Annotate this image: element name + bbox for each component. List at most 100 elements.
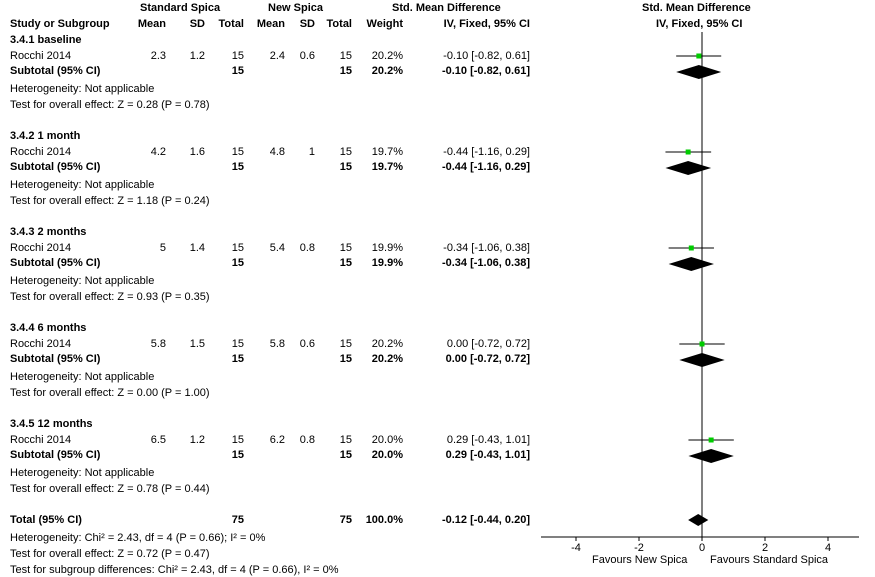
total-n2: 75 — [339, 514, 352, 526]
subtotal-ci: 0.00 [-0.72, 0.72] — [445, 353, 530, 365]
study-mean1: 5 — [159, 242, 166, 254]
subtotal-ci: -0.34 [-1.06, 0.38] — [441, 257, 530, 269]
subgroup-title: 3.4.5 12 months — [10, 418, 93, 430]
study-mean1: 4.2 — [150, 146, 166, 158]
subgroup-title: 3.4.1 baseline — [10, 34, 82, 46]
subtotal-n1: 15 — [231, 449, 244, 461]
col-weight: Weight — [366, 18, 403, 30]
study-total1: 15 — [231, 242, 244, 254]
study-ci: -0.34 [-1.06, 0.38] — [443, 242, 530, 254]
subtotal-weight: 19.7% — [371, 161, 403, 173]
subtotal-diamond — [668, 257, 714, 271]
subtotal-n2: 15 — [339, 65, 352, 77]
col-total1: Total — [218, 18, 244, 30]
subtotal-n2: 15 — [339, 161, 352, 173]
study-sd1: 1.5 — [189, 338, 205, 350]
subtotal-label: Subtotal (95% CI) — [10, 257, 101, 269]
subtotal-n2: 15 — [339, 353, 352, 365]
subtotal-n1: 15 — [231, 65, 244, 77]
study-sd1: 1.4 — [189, 242, 205, 254]
study-total1: 15 — [231, 338, 244, 350]
subtotal-n2: 15 — [339, 257, 352, 269]
total-diamond — [688, 514, 709, 526]
study-weight: 20.0% — [371, 434, 403, 446]
favours-left-label: Favours New Spica — [592, 554, 688, 566]
overall-effect-text: Test for overall effect: Z = 0.00 (P = 1… — [10, 387, 210, 399]
subtotal-label: Subtotal (95% CI) — [10, 161, 101, 173]
study-mean2: 6.2 — [269, 434, 285, 446]
col-sd2: SD — [299, 18, 315, 30]
study-marker — [699, 341, 705, 347]
study-marker — [688, 245, 694, 251]
study-mean1: 6.5 — [150, 434, 166, 446]
subtotal-weight: 19.9% — [371, 257, 403, 269]
study-weight: 20.2% — [371, 338, 403, 350]
subgroup-title: 3.4.4 6 months — [10, 322, 87, 334]
study-total2: 15 — [339, 338, 352, 350]
subgroup-differences: Test for subgroup differences: Chi² = 2.… — [10, 564, 339, 576]
study-total1: 15 — [231, 434, 244, 446]
study-sd2: 0.8 — [299, 434, 315, 446]
study-weight: 19.7% — [371, 146, 403, 158]
overall-effect-text: Test for overall effect: Z = 1.18 (P = 0… — [10, 195, 210, 207]
col-sd1: SD — [189, 18, 205, 30]
study-total2: 15 — [339, 146, 352, 158]
study-total2: 15 — [339, 50, 352, 62]
subtotal-diamond — [688, 449, 734, 463]
plot-subtitle: IV, Fixed, 95% CI — [656, 18, 743, 30]
subgroup-title: 3.4.2 1 month — [10, 130, 81, 142]
heterogeneity-text: Heterogeneity: Not applicable — [10, 83, 155, 95]
overall-effect-text: Test for overall effect: Z = 0.78 (P = 0… — [10, 483, 210, 495]
total-overall-effect: Test for overall effect: Z = 0.72 (P = 0… — [10, 548, 210, 560]
study-total2: 15 — [339, 242, 352, 254]
subtotal-weight: 20.2% — [371, 353, 403, 365]
col-mean1: Mean — [137, 18, 166, 30]
total-n1: 75 — [231, 514, 244, 526]
x-tick-label: -4 — [571, 542, 581, 554]
study-sd2: 1 — [308, 146, 315, 158]
col-study: Study or Subgroup — [10, 18, 110, 30]
study-sd1: 1.6 — [189, 146, 205, 158]
study-total1: 15 — [231, 146, 244, 158]
subgroup-title: 3.4.3 2 months — [10, 226, 87, 238]
total-label: Total (95% CI) — [10, 514, 82, 526]
total-ci: -0.12 [-0.44, 0.20] — [441, 514, 530, 526]
subtotal-n1: 15 — [231, 257, 244, 269]
study-mean2: 5.8 — [269, 338, 285, 350]
study-sd1: 1.2 — [189, 434, 205, 446]
x-tick-label: 0 — [699, 542, 705, 554]
subtotal-n1: 15 — [231, 353, 244, 365]
study-ci: 0.29 [-0.43, 1.01] — [446, 434, 530, 446]
overall-effect-text: Test for overall effect: Z = 0.28 (P = 0… — [10, 99, 210, 111]
study-marker — [708, 437, 714, 443]
study-mean1: 2.3 — [150, 50, 166, 62]
heterogeneity-text: Heterogeneity: Not applicable — [10, 275, 155, 287]
subtotal-label: Subtotal (95% CI) — [10, 449, 101, 461]
study-ci: -0.44 [-1.16, 0.29] — [443, 146, 530, 158]
x-tick-label: 4 — [825, 542, 831, 554]
subtotal-weight: 20.0% — [371, 449, 403, 461]
study-sd1: 1.2 — [189, 50, 205, 62]
heterogeneity-text: Heterogeneity: Not applicable — [10, 371, 155, 383]
total-weight: 100.0% — [365, 514, 403, 526]
study-name: Rocchi 2014 — [10, 146, 72, 158]
subtotal-n2: 15 — [339, 449, 352, 461]
heterogeneity-text: Heterogeneity: Not applicable — [10, 179, 155, 191]
study-weight: 19.9% — [371, 242, 403, 254]
study-ci: 0.00 [-0.72, 0.72] — [446, 338, 530, 350]
study-mean1: 5.8 — [150, 338, 166, 350]
x-tick-label: -2 — [634, 542, 644, 554]
subtotal-ci: -0.10 [-0.82, 0.61] — [441, 65, 530, 77]
favours-right-label: Favours Standard Spica — [710, 554, 829, 566]
col-mean2: Mean — [256, 18, 285, 30]
subtotal-ci: 0.29 [-0.43, 1.01] — [445, 449, 530, 461]
study-name: Rocchi 2014 — [10, 338, 72, 350]
heterogeneity-text: Heterogeneity: Not applicable — [10, 467, 155, 479]
x-tick-label: 2 — [762, 542, 768, 554]
group1-header: Standard Spica — [140, 2, 221, 14]
col-total2: Total — [326, 18, 352, 30]
effect-title: Std. Mean Difference — [392, 2, 501, 14]
study-name: Rocchi 2014 — [10, 50, 72, 62]
subtotal-weight: 20.2% — [371, 65, 403, 77]
